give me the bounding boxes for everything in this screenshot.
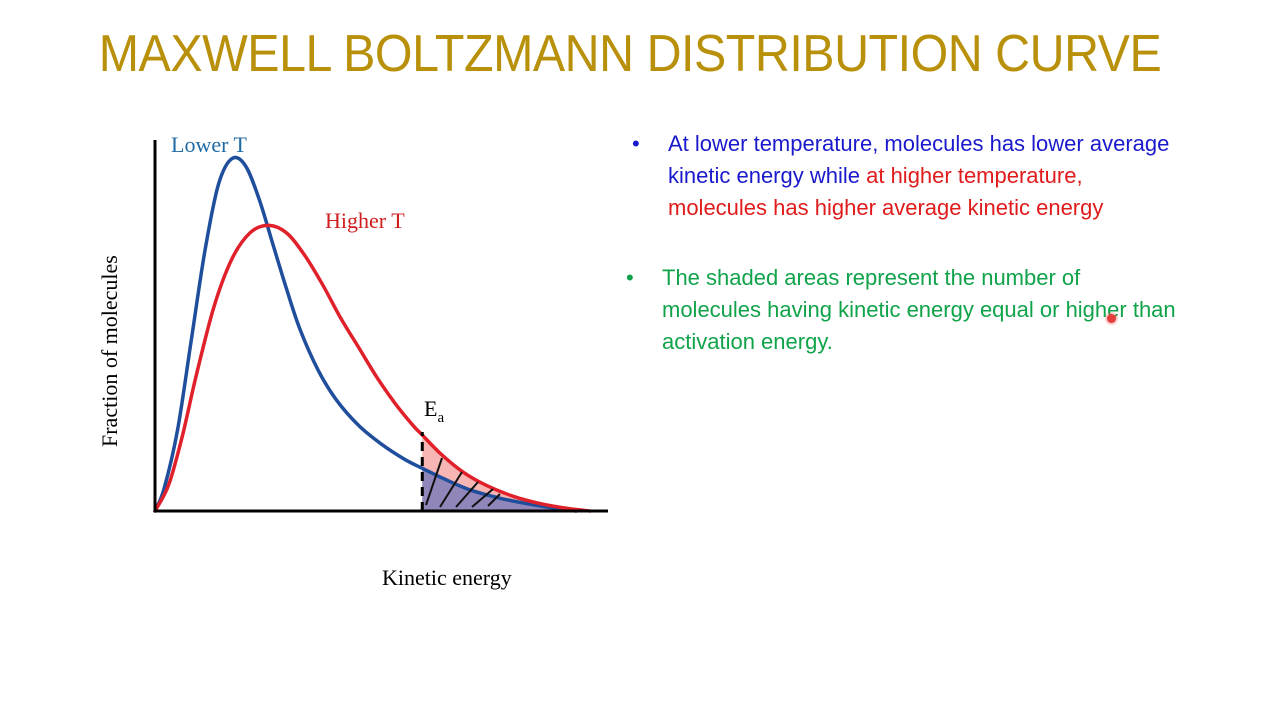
hatch-line	[487, 493, 501, 507]
series-line-lower-t	[153, 155, 579, 513]
bullet-dot: •	[626, 265, 634, 290]
bullet-shaded-areas: • The shaded areas represent the number …	[620, 262, 1180, 358]
page-title: MAXWELL BOLTZMANN DISTRIBUTION CURVE	[98, 25, 1162, 83]
hatch-line	[471, 488, 494, 508]
ea-label: Ea	[424, 396, 444, 426]
legend-lower-t: Lower T	[171, 132, 248, 157]
hatch-line	[455, 481, 479, 508]
series-line-higher-t	[153, 223, 592, 513]
hatch-line	[425, 457, 443, 506]
hatch-lines	[425, 457, 501, 508]
hatch-line	[439, 471, 463, 508]
bullet-dot: •	[632, 131, 640, 156]
notes-panel: • At lower temperature, molecules has lo…	[620, 128, 1180, 358]
curves	[153, 155, 592, 513]
y-axis-label: Fraction of molecules	[97, 255, 122, 447]
bullet-text-blue: At lower temperature, molecules has lowe…	[668, 131, 1170, 188]
bullet-text-green: The shaded areas represent the number of…	[662, 265, 1176, 354]
bullet-temperature: • At lower temperature, molecules has lo…	[620, 128, 1180, 224]
legend-higher-t: Higher T	[325, 208, 405, 233]
bullet-text-red: at higher temperature, molecules has hig…	[668, 163, 1104, 220]
x-axis-label: Kinetic energy	[382, 565, 512, 590]
laser-pointer-dot	[1107, 314, 1116, 323]
